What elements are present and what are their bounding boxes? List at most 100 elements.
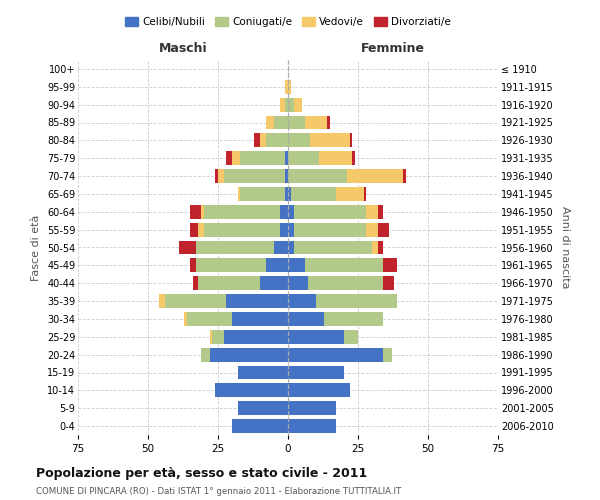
Bar bbox=[372, 240, 377, 254]
Bar bbox=[285, 151, 288, 165]
Bar bbox=[280, 98, 285, 112]
Y-axis label: Anni di nascita: Anni di nascita bbox=[560, 206, 571, 289]
Bar bbox=[241, 187, 285, 201]
Bar bbox=[190, 258, 196, 272]
Bar bbox=[165, 294, 226, 308]
Legend: Celibi/Nubili, Coniugati/e, Vedovi/e, Divorziati/e: Celibi/Nubili, Coniugati/e, Vedovi/e, Di… bbox=[121, 12, 455, 32]
Bar bbox=[403, 169, 406, 183]
Bar bbox=[266, 258, 288, 272]
Bar bbox=[215, 384, 288, 398]
Bar bbox=[310, 134, 350, 147]
Bar bbox=[319, 151, 352, 165]
Bar bbox=[288, 366, 344, 380]
Bar bbox=[288, 312, 325, 326]
Bar bbox=[350, 134, 352, 147]
Bar bbox=[232, 419, 288, 433]
Text: Maschi: Maschi bbox=[158, 42, 208, 54]
Bar bbox=[226, 294, 288, 308]
Bar bbox=[316, 294, 397, 308]
Bar bbox=[159, 294, 165, 308]
Bar bbox=[383, 348, 392, 362]
Bar bbox=[288, 258, 305, 272]
Bar bbox=[288, 276, 308, 290]
Bar bbox=[232, 312, 288, 326]
Bar bbox=[224, 169, 285, 183]
Y-axis label: Fasce di età: Fasce di età bbox=[31, 214, 41, 280]
Bar bbox=[377, 240, 383, 254]
Bar bbox=[280, 222, 288, 236]
Bar bbox=[344, 330, 358, 344]
Bar bbox=[288, 419, 335, 433]
Text: COMUNE DI PINCARA (RO) - Dati ISTAT 1° gennaio 2011 - Elaborazione TUTTITALIA.IT: COMUNE DI PINCARA (RO) - Dati ISTAT 1° g… bbox=[36, 488, 401, 496]
Bar bbox=[347, 169, 403, 183]
Bar bbox=[241, 151, 285, 165]
Bar bbox=[335, 187, 364, 201]
Bar bbox=[215, 169, 218, 183]
Bar bbox=[238, 187, 241, 201]
Bar bbox=[196, 258, 266, 272]
Bar bbox=[204, 222, 280, 236]
Bar bbox=[285, 80, 288, 94]
Bar bbox=[190, 222, 199, 236]
Bar bbox=[288, 116, 305, 130]
Bar bbox=[367, 222, 377, 236]
Bar bbox=[377, 222, 389, 236]
Bar bbox=[305, 258, 383, 272]
Bar bbox=[201, 348, 209, 362]
Bar bbox=[288, 134, 310, 147]
Bar bbox=[288, 151, 319, 165]
Bar bbox=[199, 222, 204, 236]
Bar bbox=[184, 312, 187, 326]
Bar bbox=[288, 401, 335, 415]
Bar bbox=[288, 187, 291, 201]
Bar bbox=[190, 205, 201, 219]
Bar bbox=[364, 187, 367, 201]
Bar bbox=[224, 330, 288, 344]
Bar bbox=[212, 330, 224, 344]
Bar bbox=[288, 240, 293, 254]
Bar bbox=[209, 330, 212, 344]
Bar bbox=[238, 366, 288, 380]
Bar bbox=[226, 151, 232, 165]
Bar bbox=[266, 116, 274, 130]
Bar bbox=[260, 134, 266, 147]
Bar bbox=[293, 98, 302, 112]
Bar bbox=[193, 276, 199, 290]
Bar bbox=[199, 276, 260, 290]
Bar bbox=[308, 276, 383, 290]
Bar bbox=[288, 222, 293, 236]
Bar bbox=[327, 116, 330, 130]
Bar bbox=[288, 98, 293, 112]
Bar bbox=[288, 205, 293, 219]
Text: Popolazione per età, sesso e stato civile - 2011: Popolazione per età, sesso e stato civil… bbox=[36, 468, 367, 480]
Bar bbox=[232, 151, 241, 165]
Bar bbox=[367, 205, 377, 219]
Bar bbox=[383, 258, 397, 272]
Bar bbox=[288, 169, 347, 183]
Bar bbox=[352, 151, 355, 165]
Bar bbox=[266, 134, 288, 147]
Bar bbox=[377, 205, 383, 219]
Text: Femmine: Femmine bbox=[361, 42, 425, 54]
Bar bbox=[280, 205, 288, 219]
Bar bbox=[254, 134, 260, 147]
Bar bbox=[285, 169, 288, 183]
Bar bbox=[288, 348, 383, 362]
Bar bbox=[325, 312, 383, 326]
Bar bbox=[204, 205, 280, 219]
Bar bbox=[285, 187, 288, 201]
Bar bbox=[274, 116, 288, 130]
Bar bbox=[285, 98, 288, 112]
Bar bbox=[288, 294, 316, 308]
Bar bbox=[293, 222, 367, 236]
Bar bbox=[201, 205, 204, 219]
Bar bbox=[288, 330, 344, 344]
Bar bbox=[260, 276, 288, 290]
Bar bbox=[288, 384, 350, 398]
Bar bbox=[218, 169, 224, 183]
Bar bbox=[179, 240, 196, 254]
Bar bbox=[293, 205, 367, 219]
Bar bbox=[305, 116, 327, 130]
Bar bbox=[187, 312, 232, 326]
Bar bbox=[274, 240, 288, 254]
